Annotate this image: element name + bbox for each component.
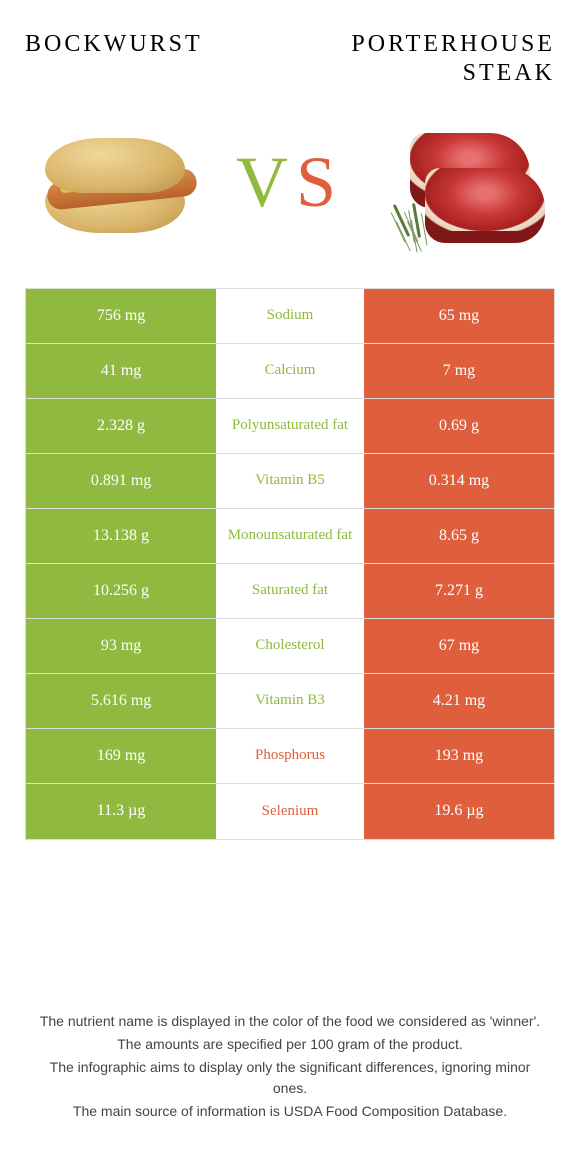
vs-v: V xyxy=(236,141,296,224)
right-value-cell: 0.69 g xyxy=(364,399,554,453)
left-value-cell: 169 mg xyxy=(26,729,216,783)
nutrient-name-cell: Saturated fat xyxy=(216,564,364,618)
right-value-cell: 65 mg xyxy=(364,289,554,343)
nutrient-name-cell: Polyunsaturated fat xyxy=(216,399,364,453)
nutrient-name-cell: Vitamin B5 xyxy=(216,454,364,508)
right-value-cell: 7.271 g xyxy=(364,564,554,618)
left-food-title: BOCKWURST xyxy=(25,30,264,59)
footer-line: The main source of information is USDA F… xyxy=(35,1101,545,1122)
left-value-cell: 13.138 g xyxy=(26,509,216,563)
nutrient-name-cell: Monounsaturated fat xyxy=(216,509,364,563)
nutrient-row: 0.891 mgVitamin B50.314 mg xyxy=(26,454,554,509)
left-value-cell: 10.256 g xyxy=(26,564,216,618)
left-value-cell: 2.328 g xyxy=(26,399,216,453)
vs-s: S xyxy=(296,141,344,224)
left-value-cell: 0.891 mg xyxy=(26,454,216,508)
nutrient-row: 41 mgCalcium7 mg xyxy=(26,344,554,399)
right-value-cell: 0.314 mg xyxy=(364,454,554,508)
right-value-cell: 8.65 g xyxy=(364,509,554,563)
right-value-cell: 67 mg xyxy=(364,619,554,673)
left-value-cell: 41 mg xyxy=(26,344,216,398)
left-value-cell: 93 mg xyxy=(26,619,216,673)
left-value-cell: 756 mg xyxy=(26,289,216,343)
nutrient-name-cell: Cholesterol xyxy=(216,619,364,673)
footer-line: The infographic aims to display only the… xyxy=(35,1057,545,1099)
nutrient-row: 2.328 gPolyunsaturated fat0.69 g xyxy=(26,399,554,454)
left-value-cell: 11.3 µg xyxy=(26,784,216,839)
left-food-image xyxy=(25,113,205,253)
nutrient-row: 169 mgPhosphorus193 mg xyxy=(26,729,554,784)
right-food-title: PORTERHOUSE STEAK xyxy=(317,30,556,88)
nutrient-row: 11.3 µgSelenium19.6 µg xyxy=(26,784,554,839)
nutrient-name-cell: Phosphorus xyxy=(216,729,364,783)
right-value-cell: 7 mg xyxy=(364,344,554,398)
nutrient-row: 5.616 mgVitamin B34.21 mg xyxy=(26,674,554,729)
header: BOCKWURST PORTERHOUSE STEAK xyxy=(25,30,555,88)
nutrient-row: 13.138 gMonounsaturated fat8.65 g xyxy=(26,509,554,564)
footer-line: The nutrient name is displayed in the co… xyxy=(35,1011,545,1032)
nutrient-name-cell: Vitamin B3 xyxy=(216,674,364,728)
footer-notes: The nutrient name is displayed in the co… xyxy=(25,1011,555,1154)
nutrient-name-cell: Selenium xyxy=(216,784,364,839)
right-value-cell: 19.6 µg xyxy=(364,784,554,839)
nutrient-name-cell: Sodium xyxy=(216,289,364,343)
images-row: V S xyxy=(25,108,555,258)
right-food-image xyxy=(375,113,555,253)
right-value-cell: 193 mg xyxy=(364,729,554,783)
left-value-cell: 5.616 mg xyxy=(26,674,216,728)
right-value-cell: 4.21 mg xyxy=(364,674,554,728)
nutrient-name-cell: Calcium xyxy=(216,344,364,398)
nutrient-row: 10.256 gSaturated fat7.271 g xyxy=(26,564,554,619)
nutrient-table: 756 mgSodium65 mg41 mgCalcium7 mg2.328 g… xyxy=(25,288,555,840)
nutrient-row: 93 mgCholesterol67 mg xyxy=(26,619,554,674)
nutrient-row: 756 mgSodium65 mg xyxy=(26,289,554,344)
hotdog-icon xyxy=(35,133,195,233)
vs-label: V S xyxy=(236,141,344,224)
steak-icon xyxy=(380,118,550,248)
footer-line: The amounts are specified per 100 gram o… xyxy=(35,1034,545,1055)
